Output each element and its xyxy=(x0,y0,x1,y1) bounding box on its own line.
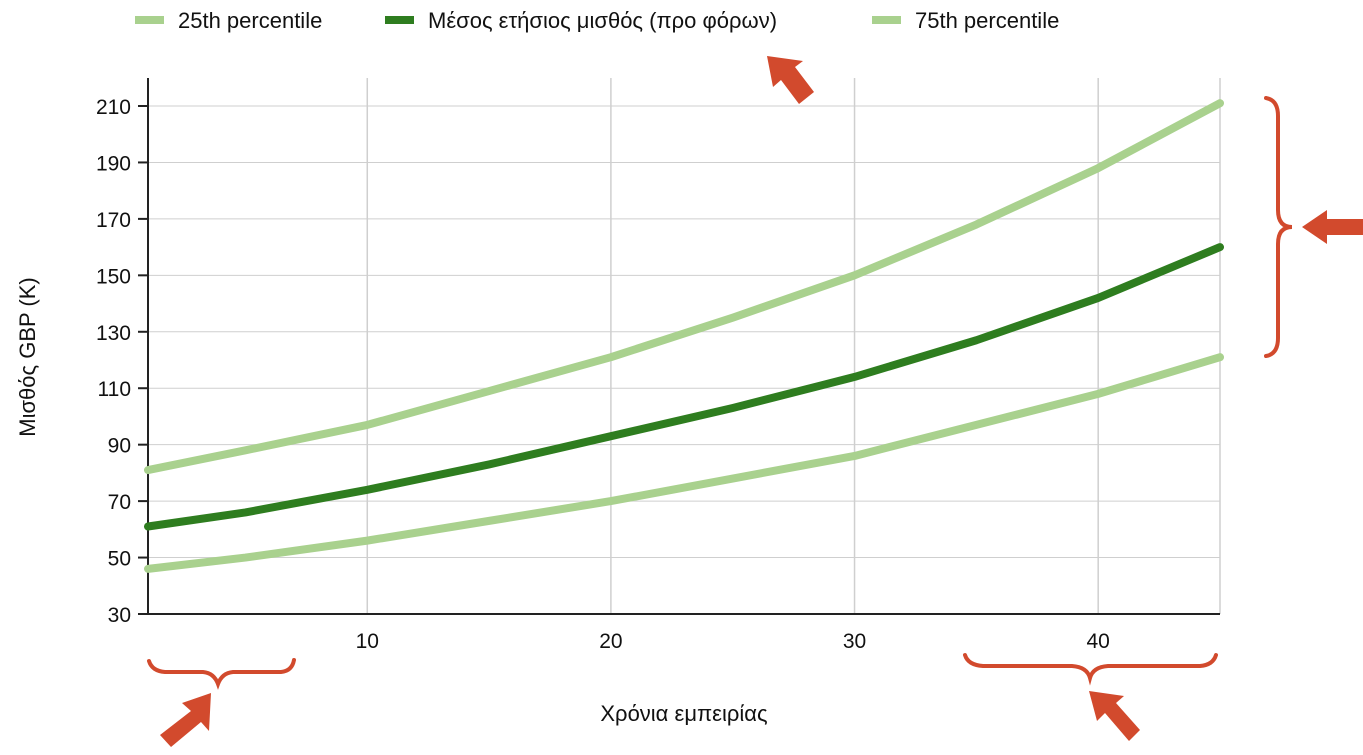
series-point-2 xyxy=(363,421,371,429)
bracket-late-years xyxy=(963,653,1218,686)
y-tick-label: 190 xyxy=(96,152,131,175)
series-point-0 xyxy=(972,421,980,429)
series-point-2 xyxy=(1094,164,1102,172)
annotation-layer xyxy=(147,56,1363,747)
series-point-0 xyxy=(241,554,249,562)
y-tick-label: 170 xyxy=(96,209,131,232)
bracket-early-years xyxy=(147,658,296,690)
series-point-1 xyxy=(363,486,371,494)
x-tick-label: 40 xyxy=(1087,630,1110,653)
series-point-1 xyxy=(144,523,152,531)
series-point-2 xyxy=(972,221,980,229)
series-point-2 xyxy=(851,271,859,279)
series-point-0 xyxy=(144,565,152,573)
series-point-0 xyxy=(851,452,859,460)
grid-layer xyxy=(148,78,1221,614)
series-point-0 xyxy=(1216,353,1224,361)
series-point-1 xyxy=(485,460,493,468)
y-tick-label: 50 xyxy=(108,548,131,571)
series-line-1 xyxy=(144,243,1224,531)
series-point-1 xyxy=(729,404,737,412)
bracket-right-spread xyxy=(1264,96,1293,358)
series-point-0 xyxy=(607,497,615,505)
series-point-2 xyxy=(144,466,152,474)
series-point-0 xyxy=(485,517,493,525)
arrow-upper-right-bracket xyxy=(1302,210,1363,244)
y-tick-label: 150 xyxy=(96,265,131,288)
x-tick-label: 20 xyxy=(599,630,622,653)
series-point-2 xyxy=(729,314,737,322)
legend-label-2: 75th percentile xyxy=(915,8,1059,33)
series-point-0 xyxy=(363,537,371,545)
y-tick-label: 30 xyxy=(108,604,131,627)
axes-layer xyxy=(147,78,1220,615)
y-tick-label: 210 xyxy=(96,96,131,119)
series-point-0 xyxy=(729,475,737,483)
y-axis-label: Μισθός GBP (K) xyxy=(15,277,40,436)
legend: 25th percentile Μέσος ετήσιος μισθός (προ… xyxy=(135,8,1059,33)
series-point-2 xyxy=(485,387,493,395)
series-line-0 xyxy=(144,353,1224,573)
y-tick-label: 90 xyxy=(108,435,131,458)
arrow-early-years xyxy=(160,693,211,747)
series-point-2 xyxy=(241,446,249,454)
y-tick-label: 110 xyxy=(98,378,131,401)
legend-label-1: Μέσος ετήσιος μισθός (προ φόρων) xyxy=(428,8,777,33)
series-point-0 xyxy=(1094,390,1102,398)
series-point-1 xyxy=(851,373,859,381)
series-point-2 xyxy=(607,353,615,361)
series-point-1 xyxy=(241,508,249,516)
series-point-1 xyxy=(972,336,980,344)
legend-label-0: 25th percentile xyxy=(178,8,322,33)
x-tick-label: 30 xyxy=(843,630,866,653)
y-tick-label: 70 xyxy=(108,491,131,514)
arrow-legend-median xyxy=(767,56,814,104)
x-axis-label: Χρόνια εμπειρίας xyxy=(600,701,767,726)
x-tick-label: 10 xyxy=(356,630,379,653)
y-tick-label: 130 xyxy=(96,322,131,345)
arrow-late-years xyxy=(1089,691,1140,741)
series-point-1 xyxy=(1094,294,1102,302)
series-point-2 xyxy=(1216,99,1224,107)
series-line-2 xyxy=(144,99,1224,475)
series-point-1 xyxy=(1216,243,1224,251)
series-point-1 xyxy=(607,432,615,440)
series-layer xyxy=(144,99,1224,573)
ticks-layer: 30 50 70 90 110 130 150 170 190 210 10 20 30 40 xyxy=(96,96,1110,653)
